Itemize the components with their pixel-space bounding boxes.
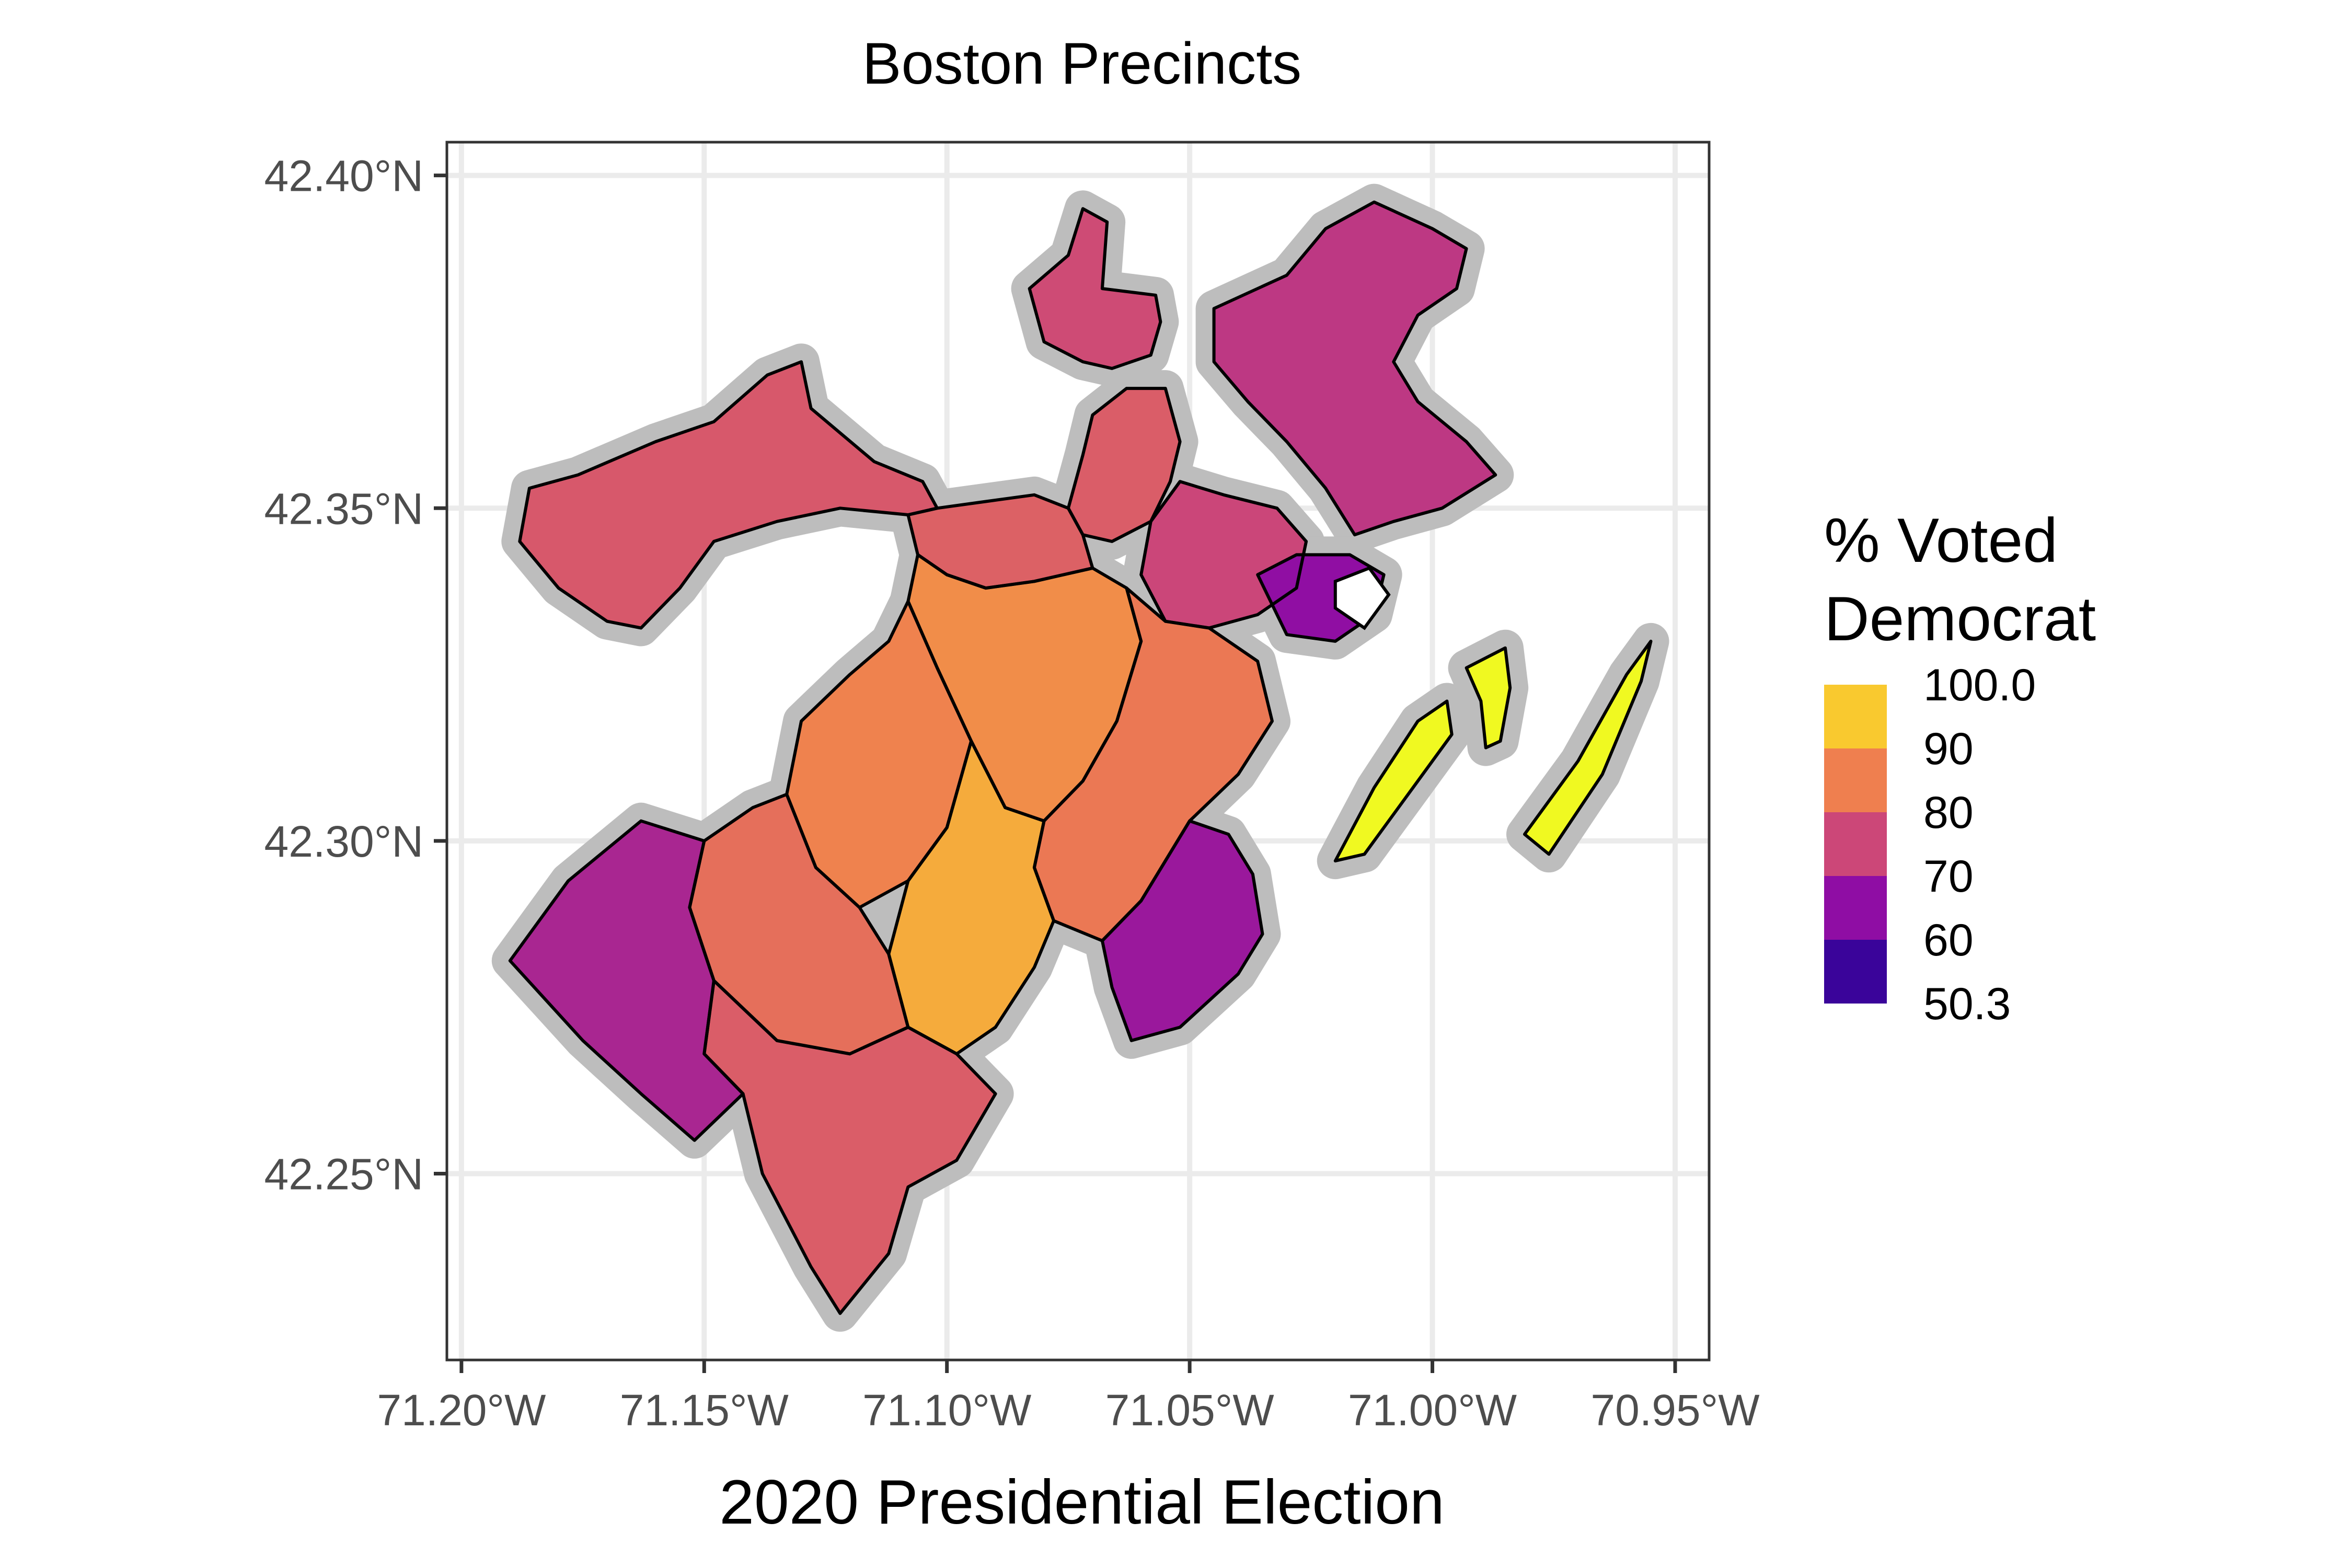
- x-tick-label: 71.20°W: [377, 1386, 546, 1435]
- x-axis-ticks: 71.20°W 71.15°W 71.10°W 71.05°W 71.00°W 70.95…: [377, 1360, 1760, 1435]
- outline-charlestown: [1028, 207, 1162, 370]
- outline-hyde-park: [702, 979, 997, 1315]
- x-tick-label: 71.05°W: [1105, 1386, 1274, 1435]
- x-tick-label: 71.15°W: [620, 1386, 789, 1435]
- neighborhood-layer: [508, 200, 1497, 1315]
- legend-swatch: [1824, 940, 1887, 1004]
- island-outline-lovells-island: [1523, 639, 1653, 856]
- legend-label: 80: [1923, 788, 1974, 838]
- island-outline-moon-island: [1465, 646, 1512, 750]
- legend-labels: 100.0 90 80 70 60 50.3: [1923, 660, 2036, 1029]
- legend-label: 90: [1923, 724, 1974, 774]
- outline-south-boston: [1139, 480, 1308, 630]
- legend-label: 100.0: [1923, 660, 2036, 710]
- y-tick-label: 42.40°N: [264, 152, 423, 201]
- legend-swatch: [1824, 876, 1887, 940]
- y-tick-label: 42.30°N: [264, 817, 423, 866]
- island-outline-long-island: [1333, 699, 1454, 863]
- legend-title-line2: Democrat: [1824, 584, 2096, 654]
- x-axis-title: 2020 Presidential Election: [719, 1467, 1445, 1537]
- y-axis-ticks: 42.40°N 42.35°N 42.30°N 42.25°N: [264, 152, 447, 1198]
- outline-west-roxbury: [508, 819, 745, 1142]
- outline-dorchester-neponset: [1100, 819, 1264, 1042]
- y-tick-label: 42.25°N: [264, 1149, 423, 1198]
- outline-east-boston: [1212, 200, 1497, 537]
- map-panel-border: [445, 141, 1711, 1362]
- castle-island-layer: [1333, 566, 1391, 630]
- x-tick-label: 71.10°W: [862, 1386, 1031, 1435]
- outline-allston-brighton: [518, 360, 939, 630]
- x-tick-label: 70.95°W: [1590, 1386, 1759, 1435]
- harbor-islands-layer: [1333, 639, 1653, 863]
- legend: % Voted Democrat 100.0 90 80 70 60 50.3: [1824, 505, 2096, 1029]
- outline-downtown: [1066, 387, 1182, 543]
- y-tick-label: 42.35°N: [264, 484, 423, 533]
- legend-title-line1: % Voted: [1824, 505, 2058, 575]
- legend-swatch: [1824, 748, 1887, 812]
- legend-swatch: [1824, 812, 1887, 876]
- legend-colorbar: [1824, 685, 1887, 1004]
- x-tick-label: 71.00°W: [1348, 1386, 1517, 1435]
- map-title: Boston Precincts: [862, 31, 1301, 96]
- hole-castle-island: [1333, 566, 1391, 630]
- legend-label: 70: [1923, 851, 1974, 902]
- legend-label: 50.3: [1923, 979, 2011, 1029]
- legend-swatch: [1824, 685, 1887, 748]
- legend-label: 60: [1923, 915, 1974, 965]
